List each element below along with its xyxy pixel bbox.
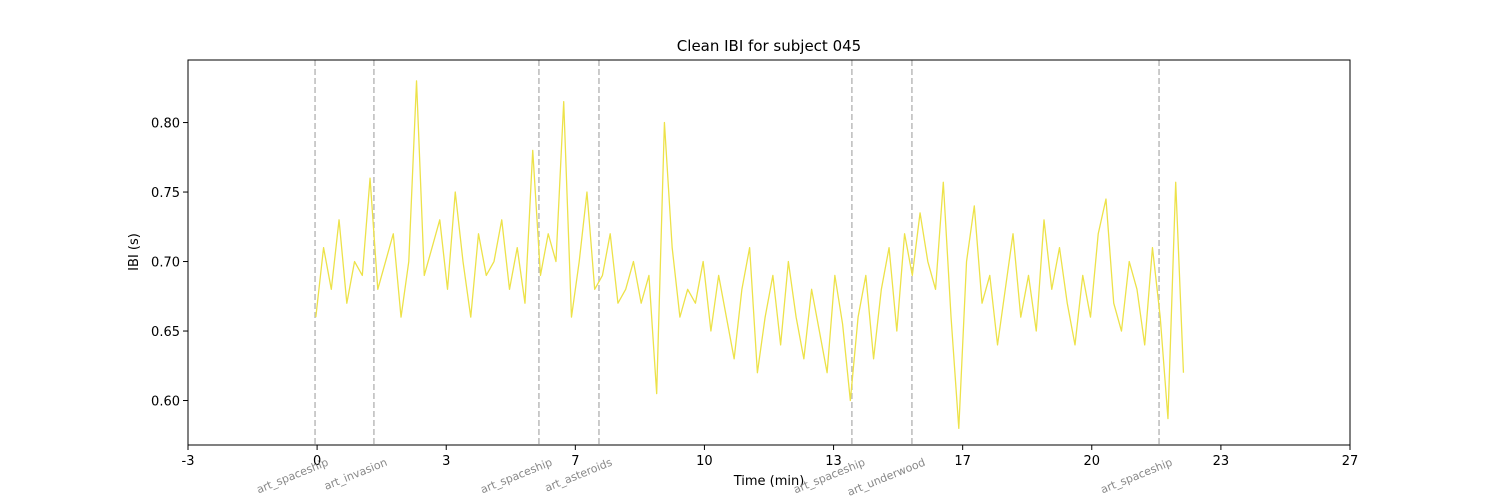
- x-tick-label: 7: [571, 454, 579, 469]
- x-tick-label: 13: [825, 454, 842, 469]
- x-axis-label: Time (min): [733, 474, 805, 489]
- ibi-line: [315, 80, 1185, 429]
- plot-frame: [187, 59, 1351, 446]
- event-label: art_spaceship: [255, 456, 330, 497]
- event-label: art_spaceship: [479, 456, 554, 497]
- x-tick-label: -3: [182, 454, 195, 469]
- y-axis-label: IBI (s): [127, 233, 142, 271]
- event-label: art_spaceship: [1099, 456, 1174, 497]
- x-tick-label: 3: [442, 454, 450, 469]
- x-tick-label: 27: [1342, 454, 1359, 469]
- y-tick-label: 0.80: [151, 117, 180, 132]
- y-tick-label: 0.65: [151, 325, 180, 340]
- y-tick-label: 0.60: [151, 395, 180, 410]
- event-label: art_invasion: [322, 456, 389, 493]
- chart-title: Clean IBI for subject 045: [677, 37, 861, 55]
- x-tick-label: 0: [313, 454, 321, 469]
- x-tick-label: 10: [696, 454, 713, 469]
- y-tick-label: 0.70: [151, 256, 180, 271]
- x-tick-label: 17: [954, 454, 971, 469]
- y-tick-label: 0.75: [151, 186, 180, 201]
- x-tick-label: 23: [1213, 454, 1230, 469]
- x-tick-label: 20: [1083, 454, 1100, 469]
